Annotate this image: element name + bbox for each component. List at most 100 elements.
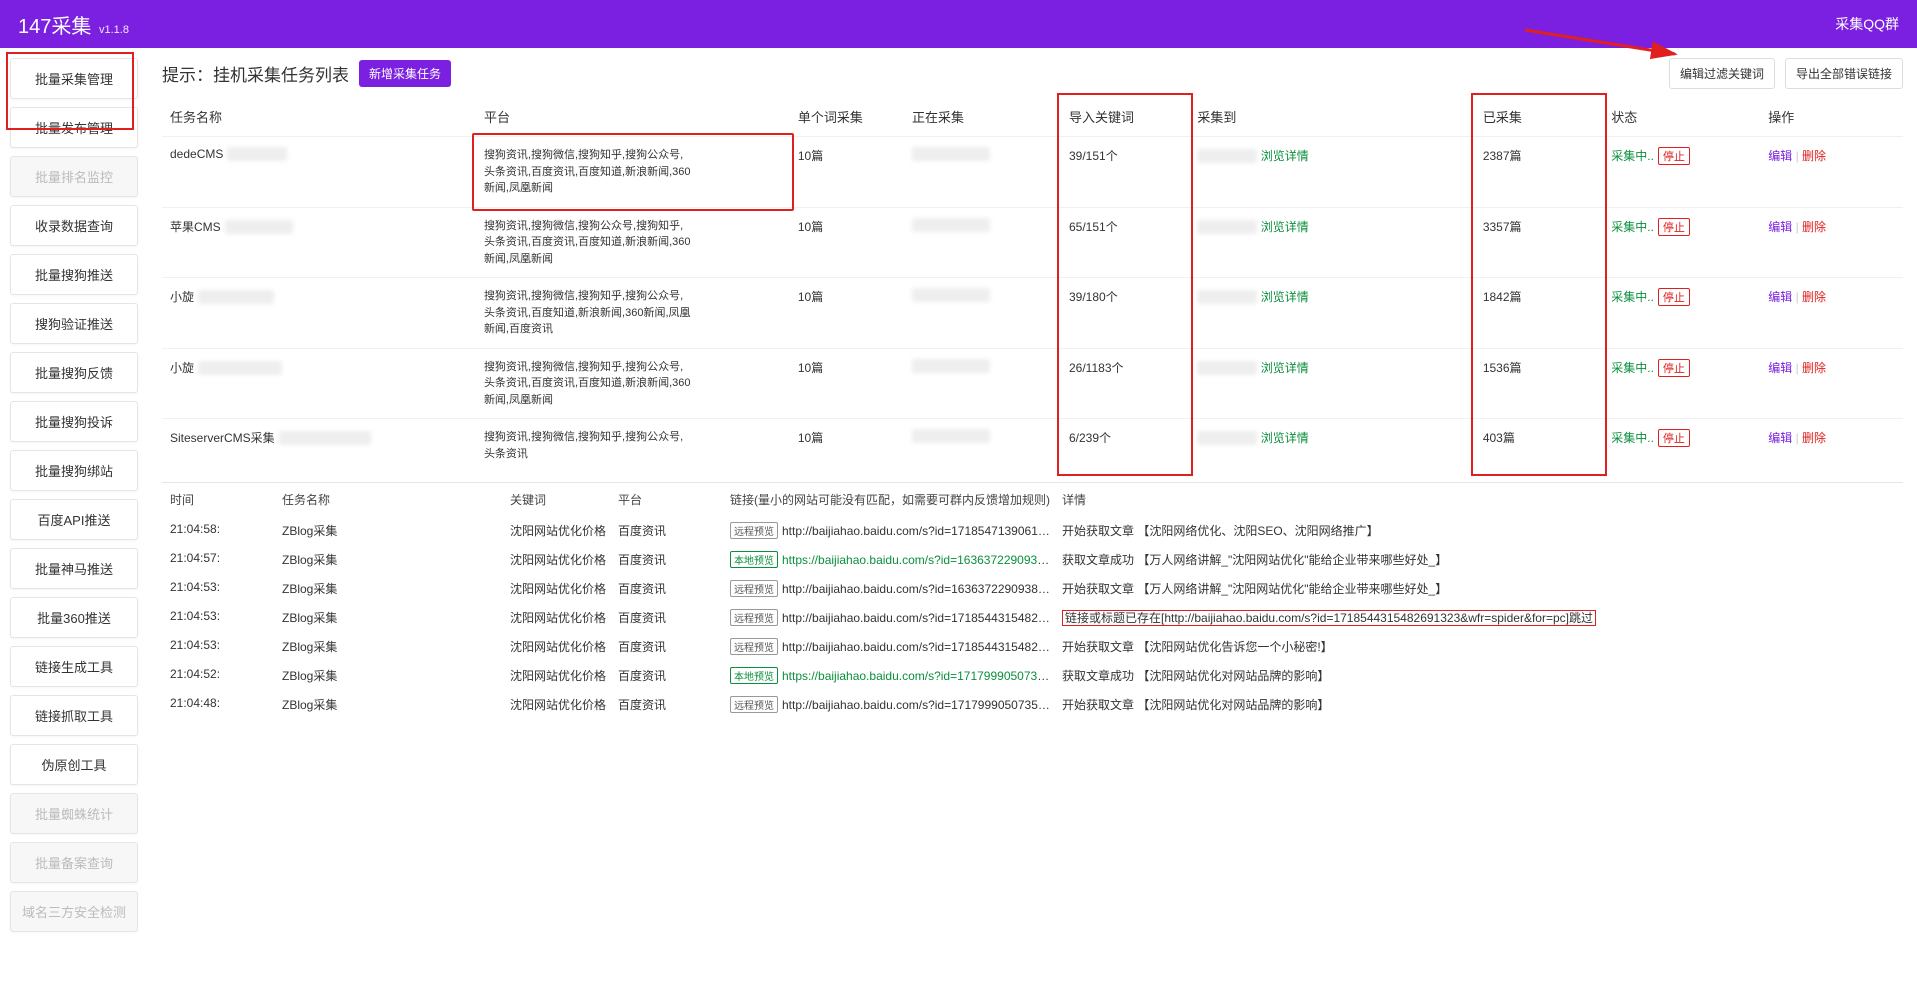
log-detail: 获取文章成功 【万人网络讲解_"沈阳网站优化"能给企业带来哪些好处_】 (1056, 551, 1901, 568)
log-row: 21:04:58:ZBlog采集沈阳网站优化价格百度资讯远程预览http://b… (162, 516, 1903, 545)
qq-group-link[interactable]: 采集QQ群 (1835, 14, 1899, 34)
log-detail-boxed: 链接或标题已存在[http://baijiahao.baidu.com/s?id… (1062, 610, 1596, 626)
collected-count: 2387篇 (1483, 149, 1522, 163)
edit-link[interactable]: 编辑 (1768, 290, 1792, 304)
delete-link[interactable]: 删除 (1802, 290, 1826, 304)
browse-detail-link[interactable]: 浏览详情 (1261, 149, 1309, 163)
edit-filter-keywords-button[interactable]: 编辑过滤关键词 (1669, 58, 1775, 89)
task-name: 小旋 (170, 361, 194, 375)
browse-detail-link[interactable]: 浏览详情 (1261, 290, 1309, 304)
log-link[interactable]: 远程预览http://baijiahao.baidu.com/s?id=1636… (724, 580, 1056, 597)
log-link[interactable]: 远程预览http://baijiahao.baidu.com/s?id=1718… (724, 609, 1056, 626)
task-name: SiteserverCMS采集 (170, 431, 275, 445)
platform-text: 搜狗资讯,搜狗微信,搜狗知乎,搜狗公众号,头条资讯,百度资讯,百度知道,新浪新闻… (484, 359, 694, 409)
app-version: v1.1.8 (99, 24, 129, 36)
stop-button[interactable]: 停止 (1658, 218, 1690, 236)
log-detail: 开始获取文章 【沈阳网络优化、沈阳SEO、沈阳网络推广】 (1056, 522, 1901, 539)
edit-link[interactable]: 编辑 (1768, 220, 1792, 234)
stop-button[interactable]: 停止 (1658, 429, 1690, 447)
browse-detail-link[interactable]: 浏览详情 (1261, 220, 1309, 234)
log-time: 21:04:58: (164, 522, 276, 539)
stop-button[interactable]: 停止 (1658, 147, 1690, 165)
log-time: 21:04:53: (164, 609, 276, 626)
log-task: ZBlog采集 (276, 551, 504, 568)
log-keyword: 沈阳网站优化价格 (504, 638, 612, 655)
sidebar: 批量采集管理批量发布管理批量排名监控收录数据查询批量搜狗推送搜狗验证推送批量搜狗… (0, 48, 148, 994)
status-text: 采集中.. (1611, 361, 1654, 375)
log-panel: 时间任务名称关键词平台链接(量小的网站可能没有匹配，如需要可群内反馈增加规则)详… (162, 482, 1903, 984)
log-scroll[interactable]: 21:04:58:ZBlog采集沈阳网站优化价格百度资讯远程预览http://b… (162, 516, 1903, 984)
log-row: 21:04:52:ZBlog采集沈阳网站优化价格百度资讯本地预览https://… (162, 661, 1903, 690)
log-time: 21:04:57: (164, 551, 276, 568)
sidebar-item-6[interactable]: 批量搜狗反馈 (10, 352, 138, 393)
sidebar-item-10[interactable]: 批量神马推送 (10, 548, 138, 589)
sidebar-item-8[interactable]: 批量搜狗绑站 (10, 450, 138, 491)
sidebar-item-7[interactable]: 批量搜狗投诉 (10, 401, 138, 442)
sidebar-item-9[interactable]: 百度API推送 (10, 499, 138, 540)
browse-detail-link[interactable]: 浏览详情 (1261, 431, 1309, 445)
browse-detail-link[interactable]: 浏览详情 (1261, 361, 1309, 375)
sidebar-item-2: 批量排名监控 (10, 156, 138, 197)
task-row: SiteserverCMS采集xxxxxxx搜狗资讯,搜狗微信,搜狗知乎,搜狗公… (162, 419, 1903, 473)
collecting-blur: xxxxxx (912, 359, 990, 373)
log-row: 21:04:57:ZBlog采集沈阳网站优化价格百度资讯本地预览https://… (162, 545, 1903, 574)
collected-count: 403篇 (1483, 431, 1515, 445)
sidebar-item-16: 批量备案查询 (10, 842, 138, 883)
sidebar-item-14[interactable]: 伪原创工具 (10, 744, 138, 785)
log-col-2: 关键词 (504, 491, 612, 508)
platform-text: 搜狗资讯,搜狗微信,搜狗公众号,搜狗知乎,头条资讯,百度资讯,百度知道,新浪新闻… (484, 218, 694, 268)
sidebar-item-12[interactable]: 链接生成工具 (10, 646, 138, 687)
status-text: 采集中.. (1611, 149, 1654, 163)
log-link[interactable]: 本地预览https://baijiahao.baidu.com/s?id=171… (724, 667, 1056, 684)
keyword-count: 65/151个 (1069, 220, 1118, 234)
log-link[interactable]: 本地预览https://baijiahao.baidu.com/s?id=163… (724, 551, 1056, 568)
log-keyword: 沈阳网站优化价格 (504, 522, 612, 539)
log-task: ZBlog采集 (276, 522, 504, 539)
delete-link[interactable]: 删除 (1802, 361, 1826, 375)
sidebar-item-4[interactable]: 批量搜狗推送 (10, 254, 138, 295)
delete-link[interactable]: 删除 (1802, 149, 1826, 163)
log-col-1: 任务名称 (276, 491, 504, 508)
single-count: 10篇 (798, 220, 823, 234)
sidebar-item-1[interactable]: 批量发布管理 (10, 107, 138, 148)
sidebar-item-11[interactable]: 批量360推送 (10, 597, 138, 638)
log-link[interactable]: 远程预览http://baijiahao.baidu.com/s?id=1717… (724, 696, 1056, 713)
task-col-3: 正在采集 (904, 97, 1061, 137)
delete-link[interactable]: 删除 (1802, 431, 1826, 445)
log-link[interactable]: 远程预览http://baijiahao.baidu.com/s?id=1718… (724, 638, 1056, 655)
collecting-blur: xxxxxx (912, 429, 990, 443)
task-col-6: 已采集 (1475, 97, 1603, 137)
edit-link[interactable]: 编辑 (1768, 361, 1792, 375)
log-row: 21:04:53:ZBlog采集沈阳网站优化价格百度资讯远程预览http://b… (162, 603, 1903, 632)
stop-button[interactable]: 停止 (1658, 288, 1690, 306)
log-task: ZBlog采集 (276, 667, 504, 684)
log-platform: 百度资讯 (612, 580, 724, 597)
delete-link[interactable]: 删除 (1802, 220, 1826, 234)
sidebar-item-5[interactable]: 搜狗验证推送 (10, 303, 138, 344)
log-row: 21:04:53:ZBlog采集沈阳网站优化价格百度资讯远程预览http://b… (162, 574, 1903, 603)
new-task-button[interactable]: 新增采集任务 (359, 60, 451, 87)
edit-link[interactable]: 编辑 (1768, 149, 1792, 163)
log-col-3: 平台 (612, 491, 724, 508)
log-col-4: 链接(量小的网站可能没有匹配，如需要可群内反馈增加规则) (724, 491, 1056, 508)
sidebar-item-13[interactable]: 链接抓取工具 (10, 695, 138, 736)
task-table: 任务名称平台单个词采集正在采集导入关键词采集到已采集状态操作 dedeCMSxx… (162, 97, 1903, 472)
task-row: 苹果CMSxxxxxxx搜狗资讯,搜狗微信,搜狗公众号,搜狗知乎,头条资讯,百度… (162, 207, 1903, 278)
sidebar-item-0[interactable]: 批量采集管理 (10, 58, 138, 99)
task-col-4: 导入关键词 (1061, 97, 1189, 137)
collecting-blur: xxxxxx (912, 147, 990, 161)
stop-button[interactable]: 停止 (1658, 359, 1690, 377)
log-link[interactable]: 远程预览http://baijiahao.baidu.com/s?id=1718… (724, 522, 1056, 539)
task-col-5: 采集到 (1189, 97, 1474, 137)
single-count: 10篇 (798, 361, 823, 375)
sidebar-item-3[interactable]: 收录数据查询 (10, 205, 138, 246)
log-time: 21:04:48: (164, 696, 276, 713)
log-detail: 获取文章成功 【沈阳网站优化对网站品牌的影响】 (1056, 667, 1901, 684)
platform-text: 搜狗资讯,搜狗微信,搜狗知乎,搜狗公众号,头条资讯,百度资讯,百度知道,新浪新闻… (484, 147, 694, 197)
export-error-links-button[interactable]: 导出全部错误链接 (1785, 58, 1903, 89)
log-keyword: 沈阳网站优化价格 (504, 696, 612, 713)
task-name: 小旋 (170, 290, 194, 304)
app-header: 147采集 v1.1.8 采集QQ群 (0, 0, 1917, 48)
log-detail: 开始获取文章 【沈阳网站优化告诉您一个小秘密!】 (1056, 638, 1901, 655)
edit-link[interactable]: 编辑 (1768, 431, 1792, 445)
